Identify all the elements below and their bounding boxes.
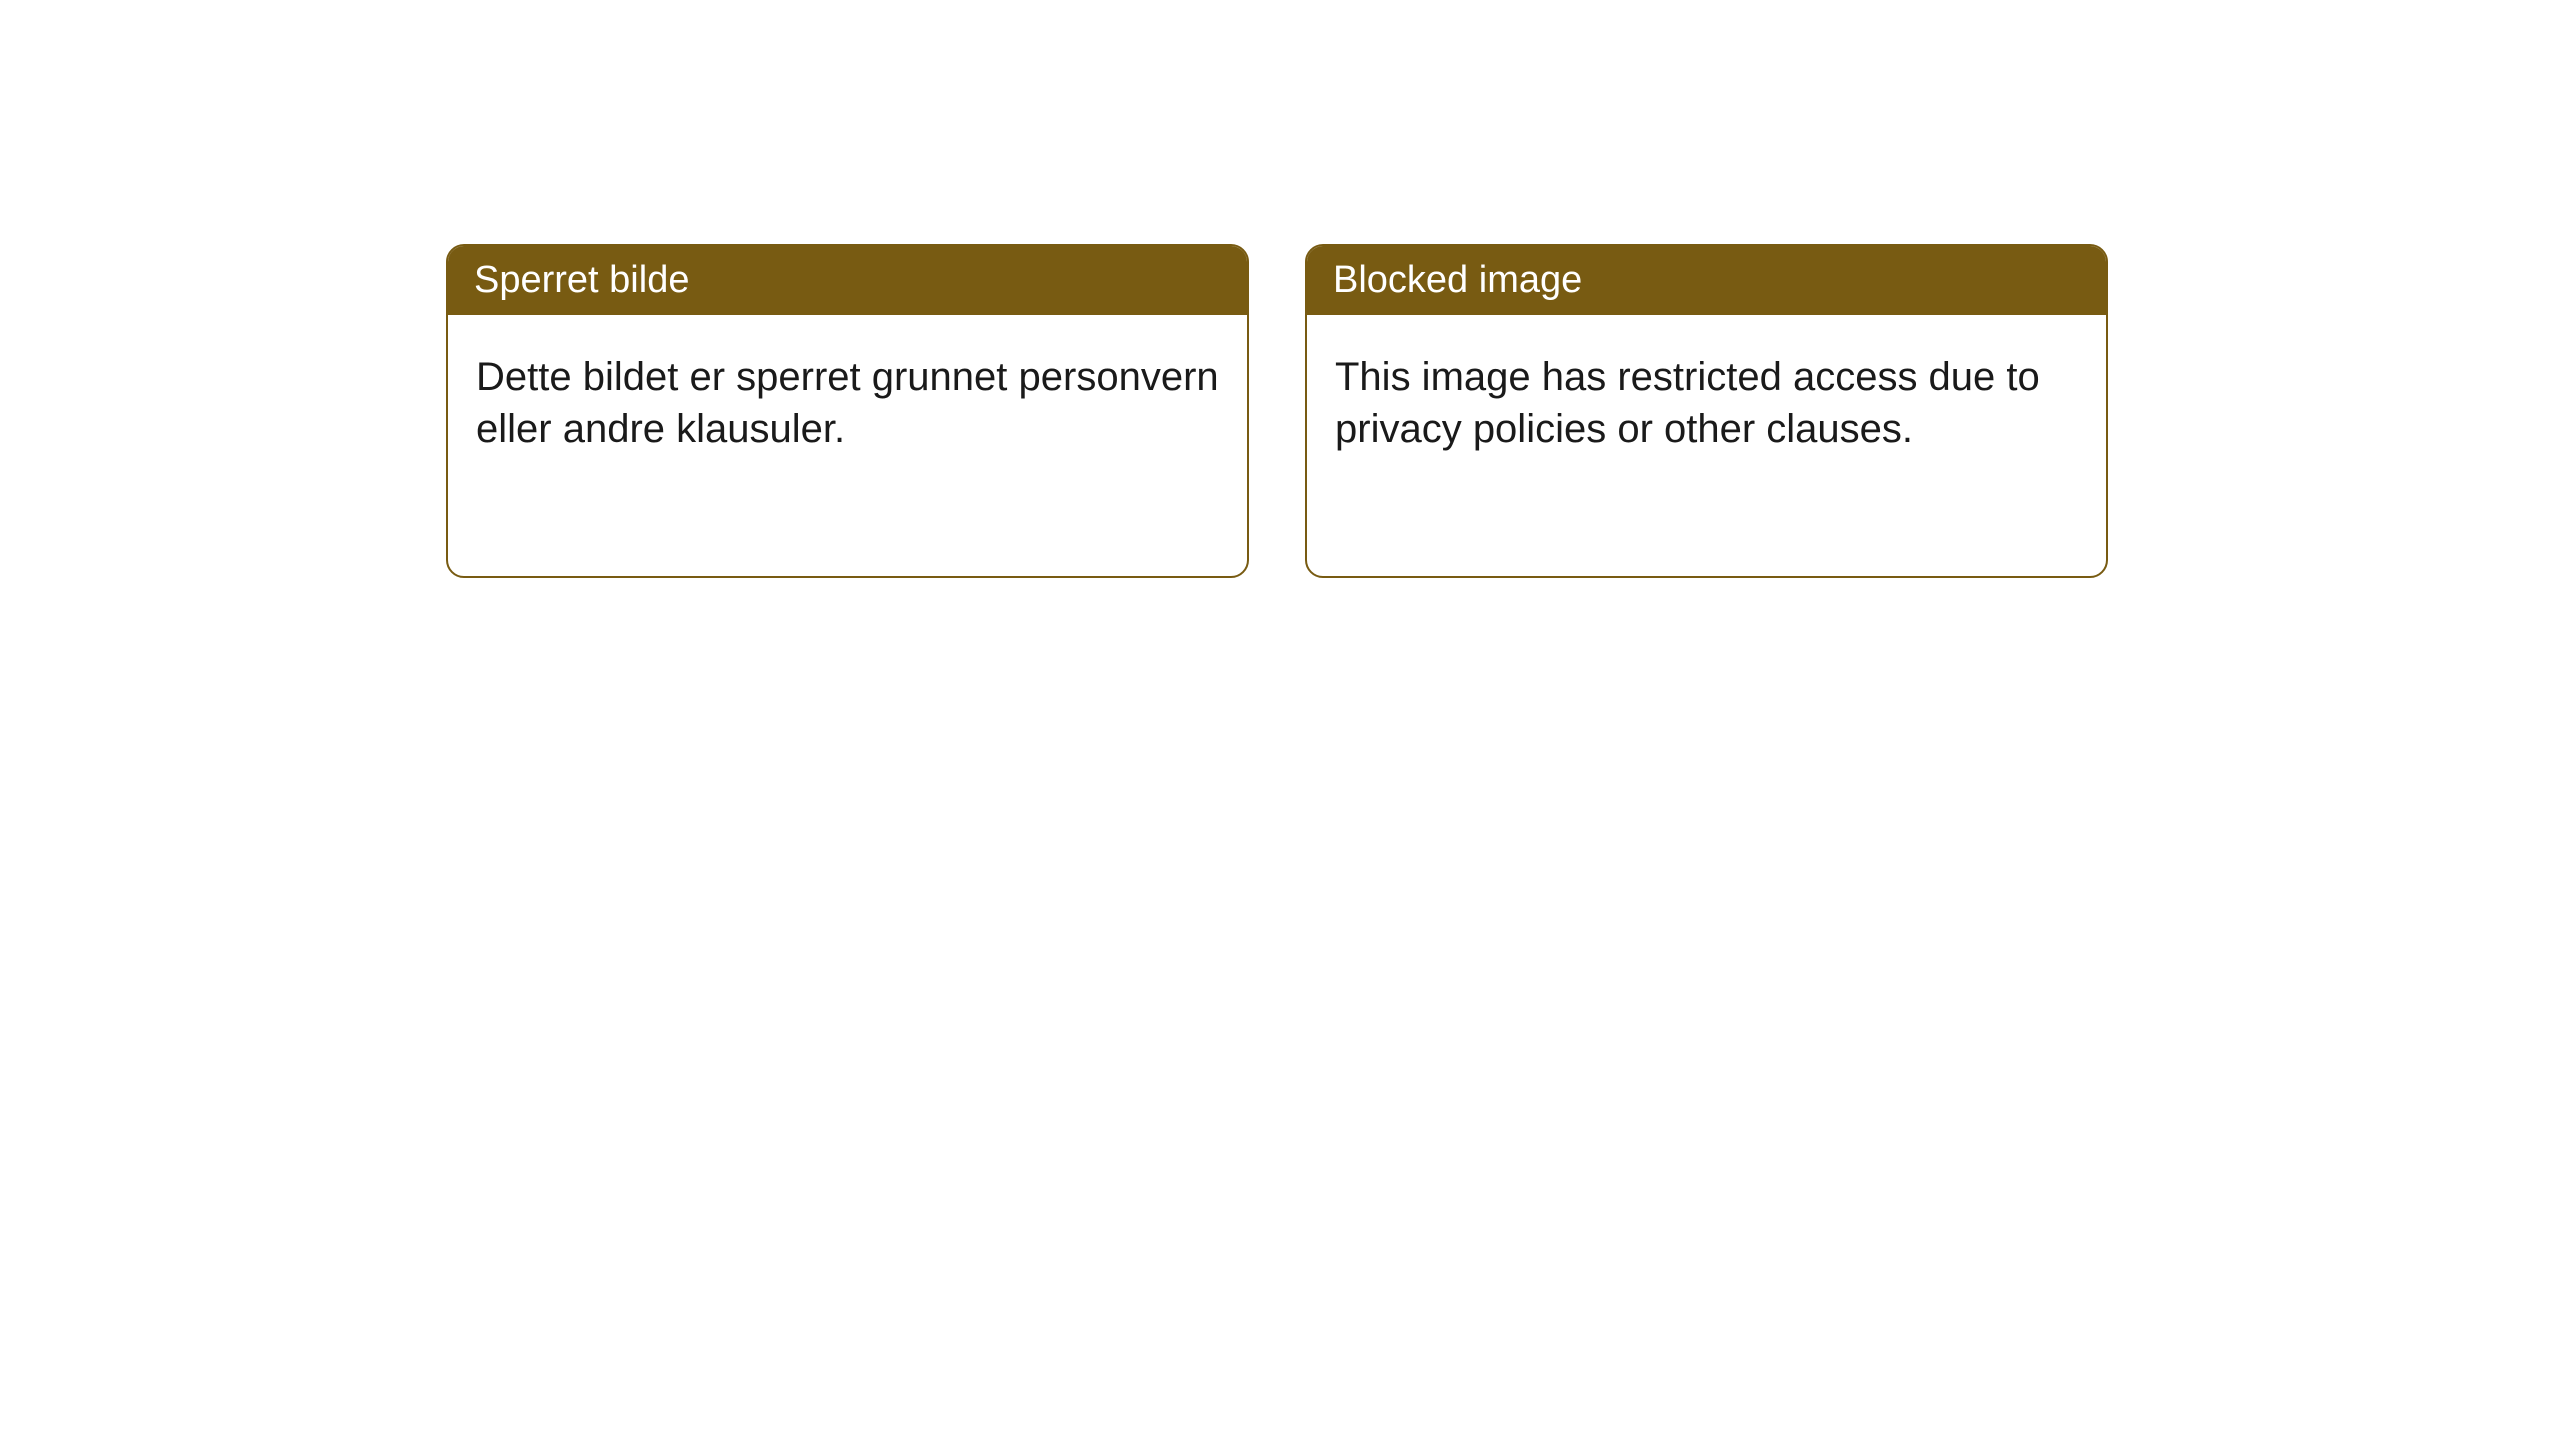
notice-card-norwegian: Sperret bilde Dette bildet er sperret gr… xyxy=(446,244,1249,578)
notice-cards-container: Sperret bilde Dette bildet er sperret gr… xyxy=(446,244,2108,578)
notice-card-english: Blocked image This image has restricted … xyxy=(1305,244,2108,578)
notice-card-body: This image has restricted access due to … xyxy=(1307,315,2106,491)
notice-card-body: Dette bildet er sperret grunnet personve… xyxy=(448,315,1247,491)
notice-card-header: Sperret bilde xyxy=(448,246,1247,315)
notice-card-header: Blocked image xyxy=(1307,246,2106,315)
